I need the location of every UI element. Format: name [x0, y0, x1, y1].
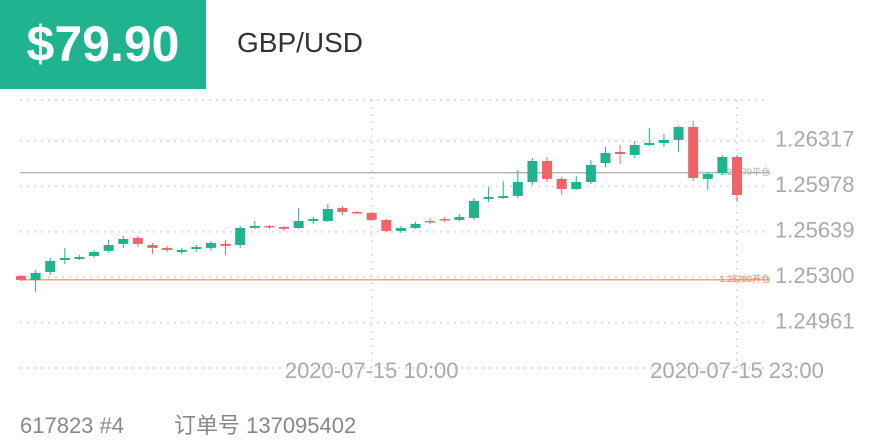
candle-body	[279, 226, 290, 229]
candle-body	[352, 212, 363, 214]
price-line-label: 1.25280开仓	[719, 273, 770, 284]
candle-body	[59, 257, 70, 260]
candle-body	[322, 208, 333, 222]
y-tick-label: 1.25300	[775, 263, 855, 288]
symbol: GBP/USD	[237, 27, 364, 58]
candle-body	[629, 145, 640, 155]
y-tick-label: 1.26317	[775, 127, 855, 152]
candle-body	[45, 260, 56, 272]
y-tick-label: 1.25639	[775, 218, 855, 243]
candle-body	[191, 246, 202, 250]
candle-body	[118, 238, 129, 244]
candle-body	[468, 200, 479, 218]
order-number: 订单号 137095402	[174, 413, 357, 438]
candle-body	[717, 156, 728, 174]
candle-body	[585, 164, 596, 183]
candle-body	[556, 178, 567, 189]
candle-body	[483, 197, 494, 200]
price: $79.90	[0, 0, 206, 89]
candle-body	[542, 160, 553, 179]
y-tick-label: 1.24961	[775, 308, 855, 333]
candle-body	[512, 182, 523, 196]
candle-body	[205, 242, 216, 248]
candle-body	[673, 126, 684, 140]
candle-body	[381, 219, 392, 231]
candle-body	[702, 173, 713, 179]
candle-body	[132, 237, 143, 244]
candle-body	[30, 272, 41, 280]
candle-body	[293, 221, 304, 228]
candle-body	[410, 223, 421, 228]
candle-body	[308, 218, 319, 222]
price-line-label: 1.26079平仓	[719, 166, 770, 177]
candle-body	[644, 143, 655, 146]
candle-body	[337, 208, 348, 213]
candle-body	[425, 221, 436, 223]
candle-body	[732, 156, 742, 196]
candle-body	[235, 227, 246, 245]
account: 617823 #4	[20, 413, 124, 438]
candle-body	[147, 244, 158, 248]
candle-body	[439, 218, 450, 221]
candle-body	[103, 244, 114, 251]
candle-body	[176, 249, 187, 252]
candle-body	[498, 195, 509, 198]
candle-body	[395, 227, 406, 231]
candle-body	[571, 182, 582, 189]
candle-body	[16, 275, 26, 280]
candle-body	[688, 126, 699, 178]
chart: 1.26317 1.25978 1.25639 1.25300 1.24961 2020-…	[16, 99, 855, 383]
candle-body	[527, 160, 538, 183]
x-tick-label: 2020-07-15 10:00	[285, 358, 459, 383]
candle-body	[74, 256, 85, 259]
y-tick-label: 1.25978	[775, 172, 855, 197]
candle-body	[162, 247, 173, 250]
candle-body	[658, 139, 669, 144]
candle-body	[600, 152, 611, 163]
footer: 617823 #4 订单号 137095402	[20, 408, 406, 440]
candle-body	[454, 216, 465, 220]
candle-body	[264, 225, 275, 228]
candle-body	[220, 243, 231, 246]
candle-body	[615, 151, 626, 155]
candle-body	[89, 251, 100, 256]
candle-body	[249, 225, 260, 228]
candle-body	[366, 212, 377, 220]
x-tick-label: 2020-07-15 23:00	[650, 358, 824, 383]
